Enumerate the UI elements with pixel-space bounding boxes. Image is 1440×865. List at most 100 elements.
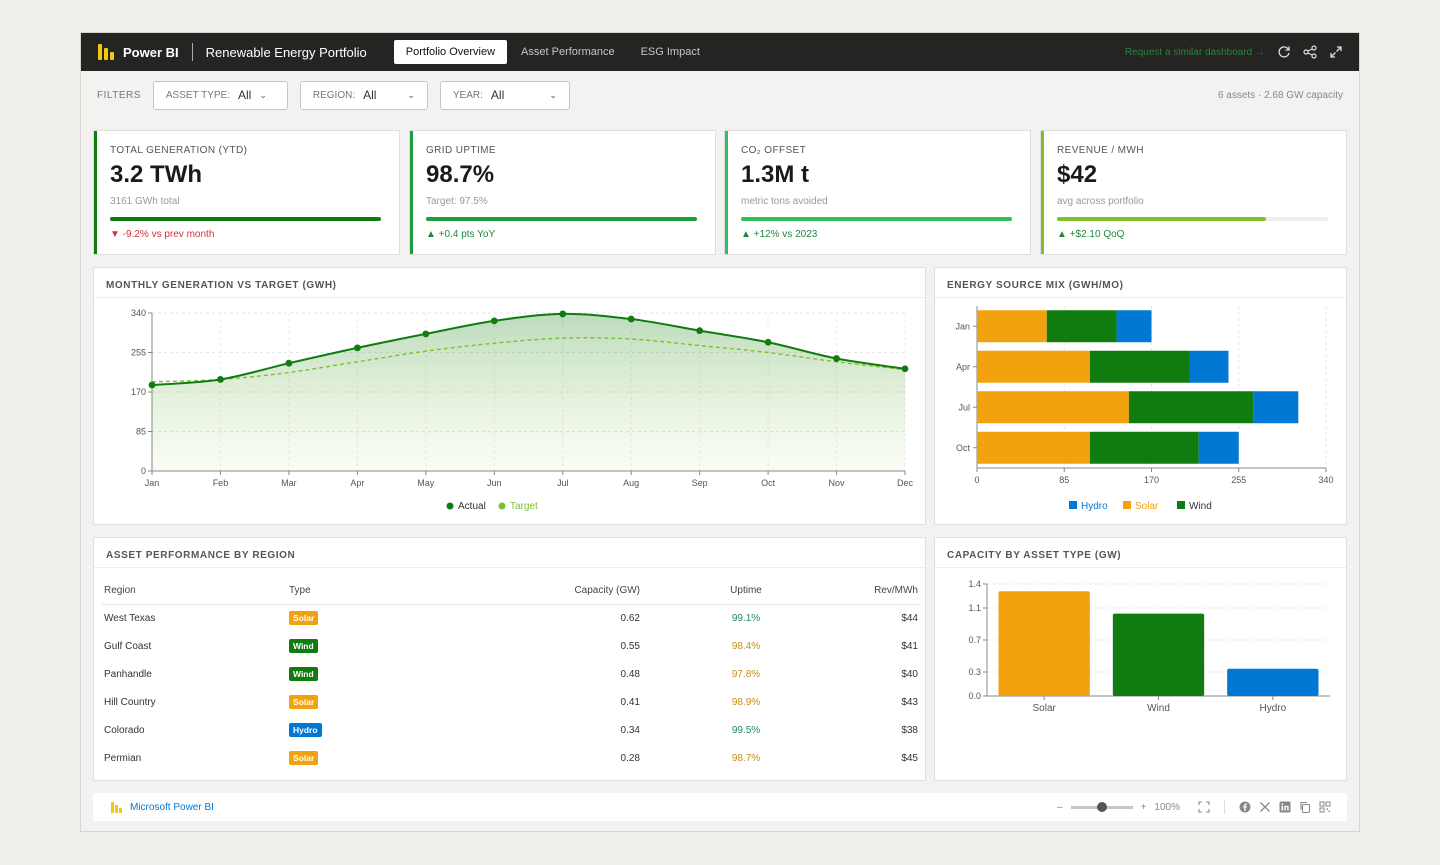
table-row[interactable]: Panhandle Wind 0.48 97.8% $40 — [102, 660, 920, 688]
legend-label-wind: Wind — [1189, 501, 1212, 512]
type-cell: Wind — [287, 660, 467, 688]
x-tick-label: Sep — [692, 478, 708, 488]
x-tick-label: May — [417, 478, 435, 488]
table-row[interactable]: Hill Country Solar 0.41 98.9% $43 — [102, 688, 920, 716]
revenue-cell: $45 — [901, 752, 918, 764]
actual-point — [285, 359, 293, 367]
x-tick-label: Dec — [897, 478, 914, 488]
kpi-delta: ▲ +12% vs 2023 — [741, 229, 818, 240]
refresh-icon[interactable] — [1277, 45, 1291, 59]
report-frame: Power BI Renewable Energy Portfolio Port… — [80, 32, 1360, 832]
actual-area — [152, 313, 905, 471]
filter-bar: FILTERS ASSET TYPE: All ⌄ REGION: All ⌄ … — [81, 71, 1359, 119]
actual-point — [217, 376, 224, 383]
zoom-out-button[interactable]: – — [1057, 801, 1063, 813]
column-header[interactable]: Type — [287, 580, 467, 605]
chevron-down-icon: ⌄ — [407, 89, 415, 100]
kpi-delta: ▲ +0.4 pts YoY — [426, 229, 496, 240]
report-title: Renewable Energy Portfolio — [205, 44, 367, 60]
actual-point — [764, 338, 772, 346]
region-cell: Panhandle — [104, 668, 152, 680]
share-icon[interactable] — [1303, 45, 1317, 59]
asset-performance-panel: ASSET PERFORMANCE BY REGION Region Type … — [93, 537, 926, 781]
bar-segment-wind — [1128, 391, 1254, 424]
type-badge: Wind — [289, 639, 318, 653]
x-tick-label: 255 — [1231, 475, 1246, 485]
y-tick-label: 255 — [131, 348, 146, 358]
tab-portfolio-overview[interactable]: Portfolio Overview — [393, 40, 508, 64]
expand-icon[interactable] — [1329, 45, 1343, 59]
region-cell: West Texas — [104, 612, 156, 624]
x-tick-label: Jun — [487, 478, 502, 488]
table-row[interactable]: Permian Solar 0.28 98.7% $45 — [102, 744, 920, 772]
fit-page-icon[interactable] — [1198, 801, 1210, 813]
kpi-subtext: avg across portfolio — [1057, 196, 1144, 207]
asset-type-filter[interactable]: ASSET TYPE: All ⌄ — [152, 80, 288, 110]
kpi-delta: ▲ +$2.10 QoQ — [1057, 229, 1125, 240]
kpi-label: CO₂ OFFSET — [741, 145, 807, 156]
uptime-cell: 98.9% — [731, 696, 761, 708]
powerbi-logo-icon — [98, 44, 114, 60]
bar-segment-solar — [977, 431, 1090, 464]
facebook-icon[interactable] — [1239, 801, 1251, 813]
microsoft-powerbi-link[interactable]: Microsoft Power BI — [130, 801, 214, 813]
zoom-slider[interactable] — [1070, 801, 1133, 812]
region-filter[interactable]: REGION: All ⌄ — [299, 80, 428, 110]
y-tick-label: 170 — [131, 387, 146, 397]
y-tick-label: 340 — [131, 308, 146, 318]
linkedin-icon[interactable] — [1279, 801, 1291, 813]
actual-point — [559, 310, 567, 318]
column-header[interactable]: Rev/MWh — [782, 580, 920, 605]
type-cell: Solar — [287, 688, 467, 716]
actual-point — [901, 365, 909, 373]
zoom-in-button[interactable]: + — [1140, 801, 1147, 813]
x-tick-label: Oct — [761, 478, 776, 488]
capacity-bar-chart: 0.0 0.3 0.7 1.1 1.4 Solar Wind Hydro — [968, 579, 1330, 714]
column-header[interactable]: Region — [102, 580, 287, 605]
y-tick-label: 1.1 — [968, 603, 981, 613]
region-filter-value: All — [363, 88, 377, 102]
copy-icon[interactable] — [1299, 801, 1311, 814]
legend-label-target: Target — [510, 501, 538, 512]
zoom-slider-knob[interactable] — [1096, 801, 1107, 812]
table-row[interactable]: Gulf Coast Wind 0.55 98.4% $41 — [102, 632, 920, 660]
x-tick-label: Wind — [1147, 703, 1170, 714]
capacity-cell: 0.41 — [620, 696, 640, 708]
y-tick-label: Jul — [958, 402, 970, 412]
actual-point — [422, 330, 430, 338]
revenue-cell: $40 — [901, 668, 918, 680]
legend-swatch-hydro — [1069, 501, 1077, 509]
x-tick-label: Nov — [829, 478, 846, 488]
kpi-card-total-generation: TOTAL GENERATION (YTD) 3.2 TWh 3161 GWh … — [93, 130, 400, 255]
table-row[interactable]: West Texas Solar 0.62 99.1% $44 — [102, 604, 920, 632]
y-tick-label: 1.4 — [968, 579, 981, 589]
request-dashboard-link[interactable]: Request a similar dashboard → — [1124, 46, 1265, 58]
region-cell: Gulf Coast — [104, 640, 152, 652]
asset-type-filter-label: ASSET TYPE: — [165, 89, 230, 101]
bar-segment-hydro — [1189, 350, 1229, 383]
x-tick-label: Jul — [557, 478, 569, 488]
x-twitter-icon[interactable] — [1259, 801, 1271, 813]
tab-asset-performance[interactable]: Asset Performance — [521, 46, 615, 58]
kpi-card-revenue-per-mwh: REVENUE / MWH $42 avg across portfolio ▲… — [1040, 130, 1347, 255]
column-header[interactable]: Capacity (GW) — [467, 580, 642, 605]
energy-mix-chart: 0 85 170 255 340 Jan Apr Jul Oct Hydro Solar Wind — [955, 306, 1334, 512]
region-filter-label: REGION: — [312, 89, 356, 101]
year-filter-label: YEAR: — [452, 89, 483, 101]
bar-hydro — [1227, 668, 1319, 696]
title-divider — [191, 43, 193, 61]
kpi-progress-fill — [110, 217, 381, 221]
actual-line — [151, 312, 906, 387]
table-row[interactable]: Colorado Hydro 0.34 99.5% $38 — [102, 716, 920, 744]
capacity-cell: 0.62 — [620, 612, 640, 624]
legend-swatch-wind — [1177, 501, 1185, 509]
year-filter[interactable]: YEAR: All ⌄ — [439, 80, 570, 110]
y-tick-label: 85 — [136, 427, 146, 437]
x-tick-label: Hydro — [1259, 703, 1286, 714]
panel-title: ASSET PERFORMANCE BY REGION — [106, 550, 296, 561]
qr-code-icon[interactable] — [1319, 801, 1331, 813]
column-header[interactable]: Uptime — [642, 580, 782, 605]
type-badge: Wind — [289, 667, 318, 681]
type-cell: Hydro — [287, 716, 467, 744]
tab-esg-impact[interactable]: ESG Impact — [640, 46, 700, 58]
